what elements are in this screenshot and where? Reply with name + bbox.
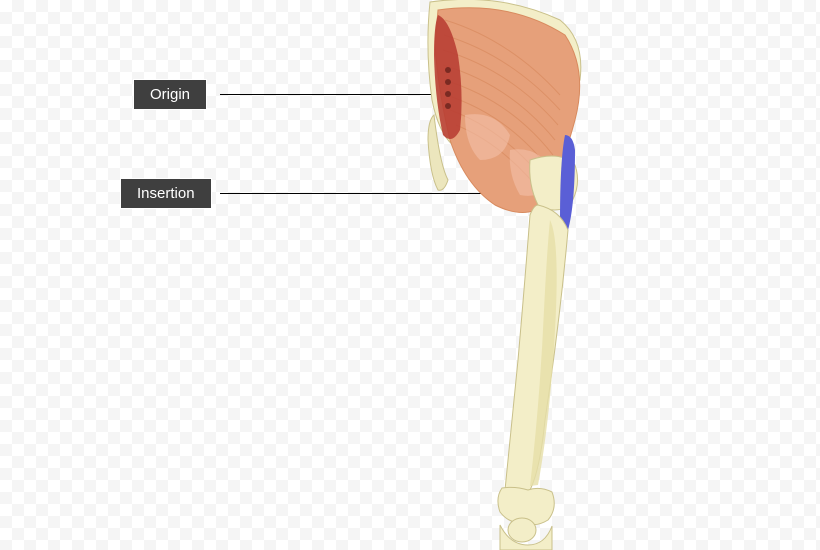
label-origin: Origin — [133, 79, 207, 110]
anatomy-illustration — [410, 0, 630, 550]
patella — [508, 518, 536, 542]
label-insertion: Insertion — [120, 178, 212, 209]
diagram-canvas: Origin Insertion — [0, 0, 820, 550]
